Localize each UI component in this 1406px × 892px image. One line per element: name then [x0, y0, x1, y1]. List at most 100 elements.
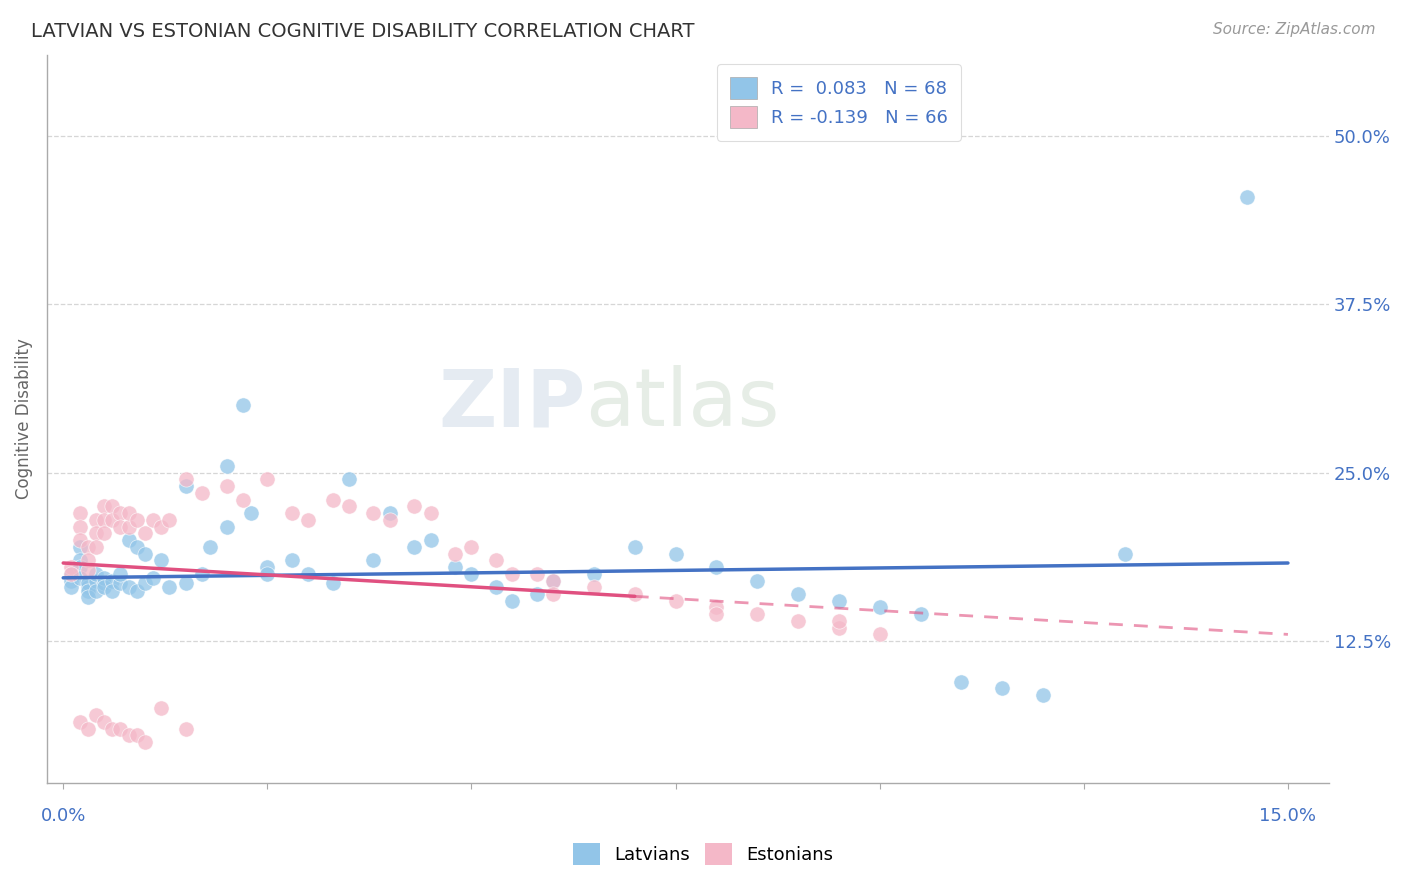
Point — [84, 540, 107, 554]
Point — [664, 547, 686, 561]
Point — [76, 576, 98, 591]
Point — [215, 519, 238, 533]
Point — [174, 479, 197, 493]
Point — [101, 722, 124, 736]
Point — [526, 587, 548, 601]
Point — [706, 607, 728, 622]
Point — [101, 574, 124, 588]
Point — [747, 607, 769, 622]
Point — [215, 458, 238, 473]
Point — [256, 473, 278, 487]
Point — [117, 580, 139, 594]
Point — [84, 566, 107, 581]
Point — [256, 566, 278, 581]
Point — [869, 627, 891, 641]
Point — [991, 681, 1014, 696]
Point — [378, 506, 401, 520]
Point — [256, 560, 278, 574]
Legend: Latvians, Estonians: Latvians, Estonians — [565, 836, 841, 872]
Point — [60, 580, 83, 594]
Point — [215, 479, 238, 493]
Point — [337, 500, 360, 514]
Point — [134, 526, 156, 541]
Point — [84, 526, 107, 541]
Point — [101, 584, 124, 599]
Point — [76, 580, 98, 594]
Point — [363, 506, 385, 520]
Point — [150, 701, 173, 715]
Point — [117, 506, 139, 520]
Point — [787, 614, 810, 628]
Point — [281, 506, 304, 520]
Text: 15.0%: 15.0% — [1260, 807, 1316, 825]
Point — [84, 708, 107, 723]
Point — [1032, 688, 1054, 702]
Text: LATVIAN VS ESTONIAN COGNITIVE DISABILITY CORRELATION CHART: LATVIAN VS ESTONIAN COGNITIVE DISABILITY… — [31, 22, 695, 41]
Point — [174, 473, 197, 487]
Point — [706, 600, 728, 615]
Point — [69, 560, 91, 574]
Point — [191, 566, 214, 581]
Point — [93, 526, 115, 541]
Point — [69, 553, 91, 567]
Point — [60, 566, 83, 581]
Point — [60, 574, 83, 588]
Point — [297, 513, 319, 527]
Point — [134, 547, 156, 561]
Text: ZIP: ZIP — [439, 366, 585, 443]
Point — [419, 506, 441, 520]
Point — [297, 566, 319, 581]
Point — [664, 593, 686, 607]
Point — [125, 728, 148, 742]
Point — [110, 519, 132, 533]
Point — [623, 540, 645, 554]
Text: Source: ZipAtlas.com: Source: ZipAtlas.com — [1212, 22, 1375, 37]
Point — [157, 580, 180, 594]
Y-axis label: Cognitive Disability: Cognitive Disability — [15, 338, 32, 500]
Point — [419, 533, 441, 547]
Point — [623, 587, 645, 601]
Point — [1236, 189, 1258, 203]
Point — [101, 500, 124, 514]
Point — [93, 714, 115, 729]
Point — [69, 519, 91, 533]
Point — [117, 533, 139, 547]
Point — [485, 553, 508, 567]
Point — [869, 600, 891, 615]
Point — [1114, 547, 1136, 561]
Point — [337, 473, 360, 487]
Point — [322, 576, 344, 591]
Point — [93, 576, 115, 591]
Point — [281, 553, 304, 567]
Point — [84, 574, 107, 588]
Point — [134, 576, 156, 591]
Point — [232, 492, 254, 507]
Point — [174, 576, 197, 591]
Point — [150, 553, 173, 567]
Point — [582, 566, 605, 581]
Point — [110, 576, 132, 591]
Point — [404, 540, 426, 554]
Point — [76, 540, 98, 554]
Point — [93, 571, 115, 585]
Point — [110, 566, 132, 581]
Point — [157, 513, 180, 527]
Point — [404, 500, 426, 514]
Point — [84, 584, 107, 599]
Point — [541, 574, 564, 588]
Point — [485, 580, 508, 594]
Point — [69, 571, 91, 585]
Point — [117, 728, 139, 742]
Point — [240, 506, 263, 520]
Point — [125, 584, 148, 599]
Point — [110, 506, 132, 520]
Point — [76, 722, 98, 736]
Point — [69, 533, 91, 547]
Point — [232, 398, 254, 412]
Point — [69, 540, 91, 554]
Point — [60, 566, 83, 581]
Point — [747, 574, 769, 588]
Point — [444, 560, 467, 574]
Point — [69, 714, 91, 729]
Point — [76, 553, 98, 567]
